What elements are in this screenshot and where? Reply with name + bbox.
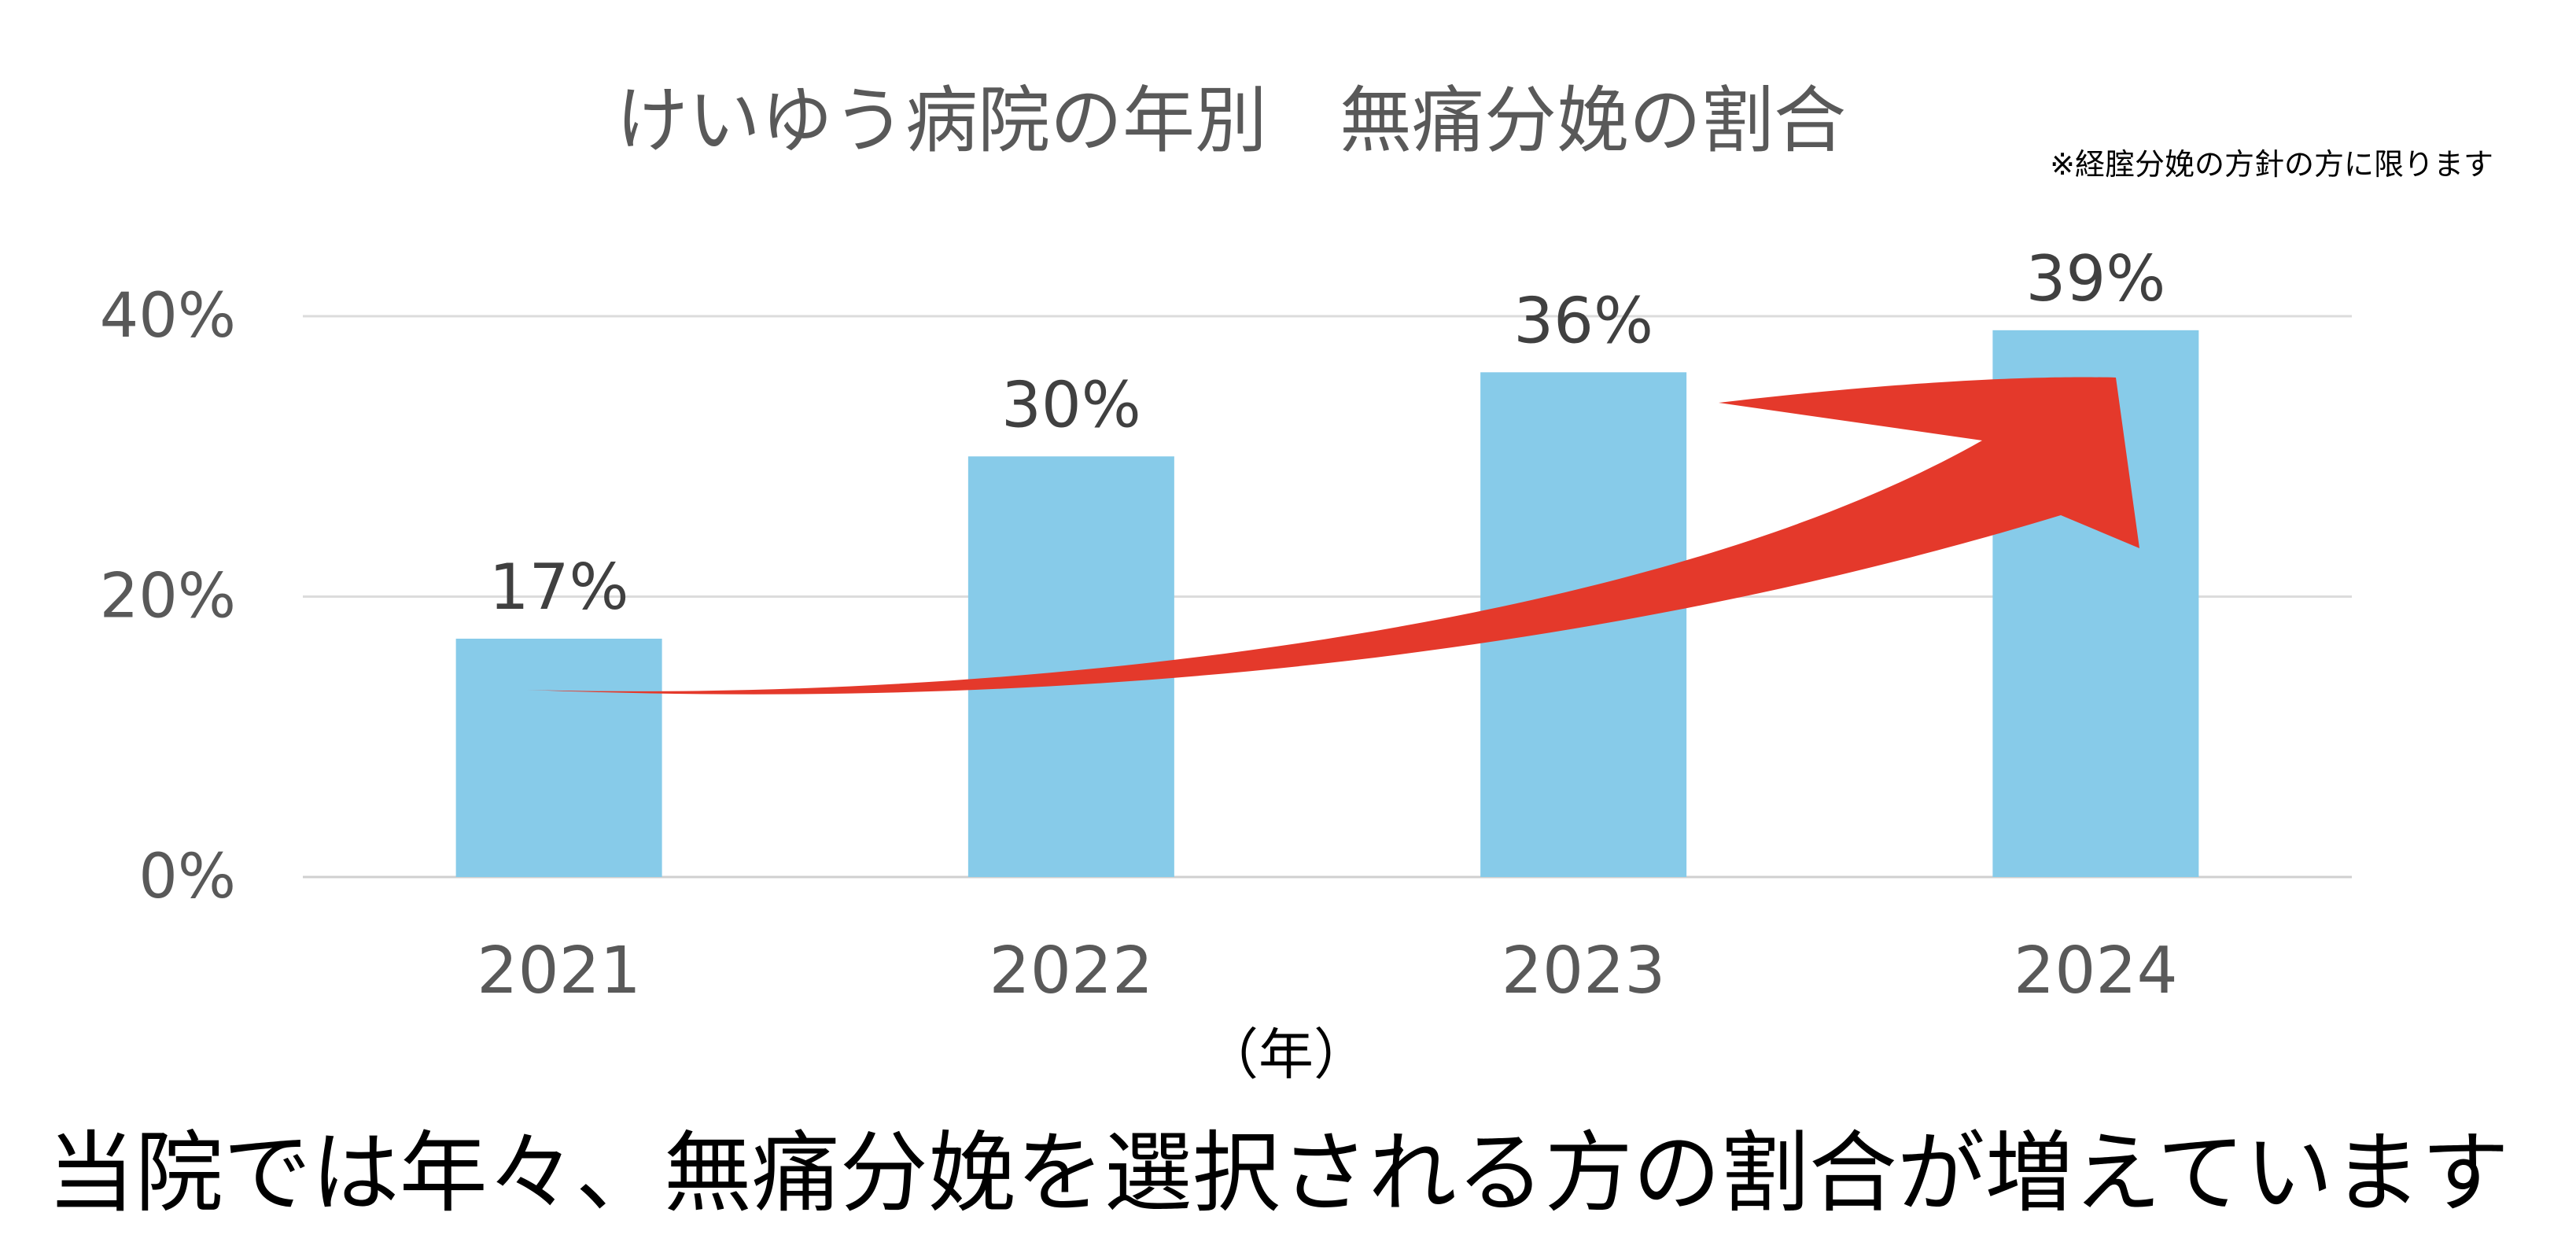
y-tick-label: 20% bbox=[100, 562, 236, 632]
data-label: 39% bbox=[2025, 242, 2165, 315]
chart-title: けいゆう病院の年別 無痛分娩の割合 bbox=[616, 79, 1846, 163]
x-tick-label: 2024 bbox=[2014, 934, 2178, 1008]
data-label: 17% bbox=[489, 551, 629, 624]
x-tick-label: 2022 bbox=[989, 934, 1154, 1008]
x-axis-label: （年） bbox=[1203, 1023, 1369, 1087]
chart-caption: 当院では年々、無痛分娩を選択される方の割合が増えています bbox=[47, 1122, 2509, 1225]
x-axis-ticks: 2021 2022 2023 2024 bbox=[477, 934, 2177, 1008]
y-tick-label: 40% bbox=[100, 281, 236, 352]
chart-note: ※経腟分娩の方針の方に限ります bbox=[2050, 147, 2493, 182]
bars: 17% 30% 36% 39% bbox=[455, 242, 2199, 877]
bar bbox=[455, 638, 662, 877]
data-label: 36% bbox=[1513, 284, 1653, 357]
x-tick-label: 2023 bbox=[1502, 934, 1666, 1008]
y-tick-label: 0% bbox=[138, 842, 236, 912]
trend-arrow bbox=[527, 377, 2139, 695]
data-label: 30% bbox=[1001, 368, 1141, 441]
x-tick-label: 2021 bbox=[477, 934, 641, 1008]
y-axis-ticks: 0% 20% 40% bbox=[100, 281, 236, 912]
